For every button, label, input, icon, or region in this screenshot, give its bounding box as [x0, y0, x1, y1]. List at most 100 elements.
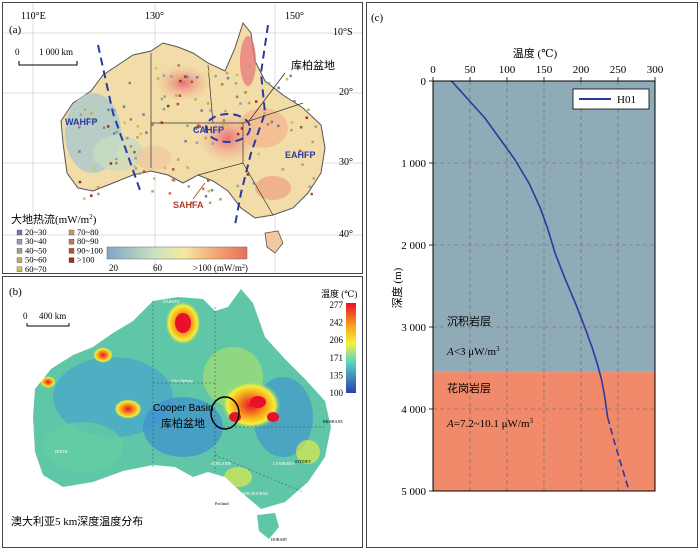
heat-flow-point	[314, 125, 318, 128]
heat-flow-point	[178, 94, 182, 97]
lat-label-10: 10°S	[333, 27, 353, 38]
legend-swatch	[16, 266, 23, 272]
heat-flow-point	[225, 123, 229, 126]
lon-label-130: 130°	[145, 11, 164, 22]
heat-flow-point	[151, 190, 154, 193]
heat-flow-point	[184, 139, 187, 143]
lon-label-110: 110°E	[21, 11, 46, 22]
heat-flow-point	[246, 173, 250, 176]
domain-boundaries	[97, 24, 269, 226]
heat-flow-point	[112, 132, 116, 135]
heat-flow-point	[270, 120, 274, 124]
city-perth: PERTH	[55, 449, 68, 454]
scale-zero: 0	[15, 47, 20, 57]
state-boundaries	[152, 301, 325, 493]
lon-label-150: 150°	[285, 11, 304, 22]
heat-flow-point	[162, 107, 166, 111]
heat-flow-point	[277, 86, 280, 90]
heat-flow-point	[211, 142, 215, 145]
heat-flow-point	[207, 189, 211, 193]
province-boundaries	[150, 53, 304, 216]
cooper-basin-cn: 库柏盆地	[161, 416, 205, 430]
legend-item-label: 70~80	[77, 227, 99, 237]
city-melbourne: MELBOURNE	[243, 491, 268, 496]
layer1-name: 沉积岩层	[447, 314, 491, 328]
heat-flow-point	[310, 192, 313, 196]
heat-flow-point	[179, 79, 182, 83]
heat-flow-point	[290, 121, 294, 124]
city-brisbane: BRISBANE	[323, 419, 343, 424]
heat-flow-point	[129, 145, 133, 148]
legend-swatch	[16, 257, 23, 263]
heat-flow-point	[187, 185, 191, 188]
chart-legend: H01	[572, 88, 650, 110]
colorbar-tick-b: 206	[330, 335, 344, 345]
heat-flow-point	[219, 198, 222, 201]
heat-flow-point	[297, 65, 300, 69]
heat-flow-point	[139, 132, 143, 136]
heat-flow-point	[163, 95, 166, 98]
heat-flow-point	[226, 76, 230, 80]
heat-flow-point	[204, 195, 208, 198]
city-labels: DARWIN Alice Springs BRISBANE PERTH ADEL…	[55, 299, 343, 542]
y-axis-title: 深度 (m)	[390, 267, 404, 308]
city-alice-springs: Alice Springs	[171, 378, 193, 383]
colorbar-ticks-b: 277 242 206 171 135 100	[330, 300, 344, 398]
heat-flow-points	[78, 64, 318, 205]
heat-flow-shading	[65, 36, 291, 200]
heat-flow-point	[133, 165, 137, 169]
heat-flow-point	[171, 168, 175, 171]
basin-leader-line	[248, 72, 286, 122]
legend-swatch	[16, 229, 23, 236]
legend-item-label: 30~40	[25, 236, 47, 246]
temperature-curves	[450, 80, 630, 492]
panel-label-b: (b)	[9, 286, 22, 298]
colorbar-tick-b: 277	[330, 300, 344, 310]
y-tick-labels: 0 1 000 2 000 3 000 4 000 5 000	[401, 76, 433, 498]
heat-flow-point	[225, 71, 229, 75]
heat-flow-point	[186, 166, 189, 169]
heat-flow-point	[162, 74, 166, 77]
heat-flow-map-svg: 110°E 130° 150° 10°S 20° 30° 40° (a) 0 1…	[3, 3, 362, 273]
colorbar-min: 20	[109, 263, 119, 273]
heat-flow-point	[78, 180, 82, 184]
heat-flow-point	[244, 91, 247, 94]
colorbar-title-b: 温度 (℃)	[321, 288, 357, 299]
heat-flow-point	[136, 125, 140, 128]
heat-flow-point	[277, 124, 280, 128]
y-tick-label: 2 000	[401, 240, 426, 252]
panel-a-heat-flow-map: 110°E 130° 150° 10°S 20° 30° 40° (a) 0 1…	[2, 2, 363, 274]
heat-flow-point	[204, 136, 208, 140]
legend-item-label: >100	[77, 255, 95, 265]
x-tick-labels: 0 50 100 150 200 250 300	[430, 64, 664, 81]
heat-flow-point	[281, 168, 285, 171]
heat-flow-point	[90, 112, 93, 115]
panel-label-c: (c)	[371, 12, 384, 24]
scale-label-b: 400 km	[39, 311, 66, 321]
heat-flow-point	[240, 127, 244, 130]
heat-flow-point	[175, 94, 178, 97]
heat-flow-point	[263, 112, 266, 115]
city-sydney: SYDNEY	[295, 459, 311, 464]
heat-flow-point	[186, 75, 189, 79]
heat-flow-point	[183, 75, 187, 78]
heat-flow-point	[186, 124, 189, 128]
heat-flow-point	[247, 64, 251, 68]
heat-flow-point	[190, 201, 193, 205]
heat-flow-point	[114, 157, 118, 161]
colorbar-tick-b: 242	[330, 318, 344, 328]
heat-flow-point	[138, 172, 141, 175]
heat-flow-point	[86, 117, 89, 120]
city-portland: Portland	[215, 501, 229, 506]
region-cahfp: CAHFP	[193, 125, 224, 135]
heat-flow-point	[126, 136, 129, 140]
heat-flow-point	[171, 178, 175, 182]
heat-flow-point	[174, 78, 178, 81]
legend-swatch	[68, 229, 75, 236]
heat-flow-point	[163, 166, 167, 170]
heat-flow-point	[94, 118, 97, 122]
heat-flow-point	[176, 158, 180, 161]
heat-flow-point	[289, 74, 292, 78]
heat-flow-point	[136, 136, 139, 139]
